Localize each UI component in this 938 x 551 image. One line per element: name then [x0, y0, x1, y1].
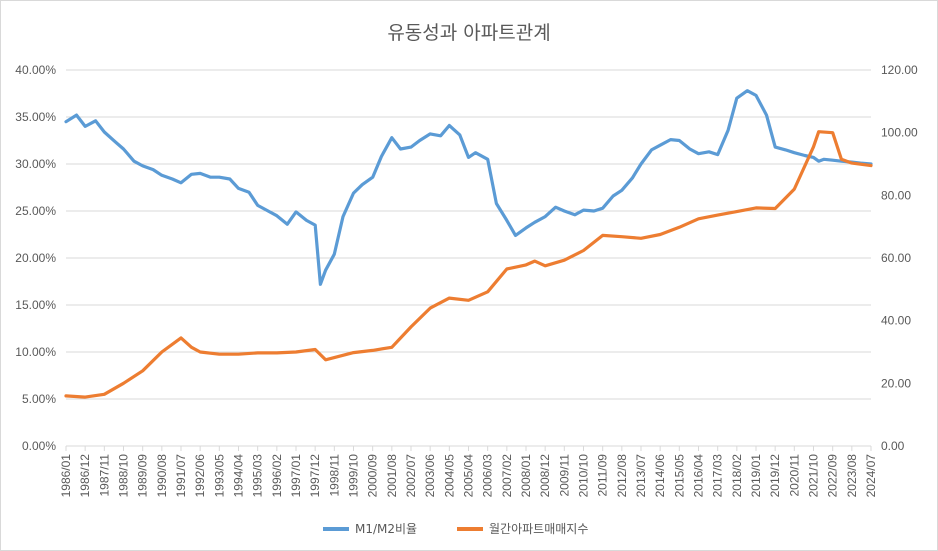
x-tick-label: 1999/10 [347, 454, 361, 498]
y-right-tick-label: 40.00 [881, 314, 911, 328]
legend-label-m1m2: M1/M2비율 [355, 522, 418, 536]
x-tick-label: 2007/02 [500, 454, 514, 498]
x-tick-label: 1986/01 [59, 454, 73, 498]
x-tick-label: 2015/05 [672, 454, 686, 498]
legend-item-m1m2: M1/M2비율 [323, 520, 417, 537]
y-left-tick-label: 20.00% [15, 251, 56, 265]
x-tick-label: 1986/12 [78, 454, 92, 498]
y-right-tick-label: 60.00 [881, 251, 911, 265]
x-tick-label: 2013/07 [634, 454, 648, 498]
x-tick-label: 1998/11 [327, 454, 341, 497]
y-left-tick-label: 30.00% [15, 157, 56, 171]
x-tick-label: 2000/09 [366, 454, 380, 498]
x-tick-label: 2004/05 [442, 454, 456, 498]
x-tick-label: 1997/12 [308, 454, 322, 498]
y-right-tick-label: 20.00 [881, 376, 911, 390]
legend-label-apt: 월간아파트매매지수 [489, 522, 589, 536]
x-tick-label: 2016/04 [692, 454, 706, 498]
y-left-tick-label: 5.00% [22, 392, 56, 406]
y-left-tick-label: 15.00% [15, 298, 56, 312]
x-tick-label: 2019/01 [749, 454, 763, 498]
y-left-tick-label: 10.00% [15, 345, 56, 359]
x-tick-label: 2017/03 [711, 454, 725, 498]
x-tick-label: 2014/06 [653, 454, 667, 498]
x-tick-label: 1992/06 [193, 454, 207, 498]
x-tick-label: 2002/07 [404, 454, 418, 498]
y-right-tick-label: 80.00 [881, 188, 911, 202]
x-tick-label: 1995/03 [251, 454, 265, 498]
x-tick-label: 1991/07 [174, 454, 188, 498]
x-tick-label: 2006/03 [481, 454, 495, 498]
x-tick-label: 2011/09 [596, 454, 610, 497]
x-tick-label: 2001/08 [385, 454, 399, 498]
x-tick-label: 1989/09 [136, 454, 150, 498]
y-left-tick-label: 25.00% [15, 204, 56, 218]
y-right-tick-label: 100.00 [881, 126, 918, 140]
x-tick-label: 2008/12 [538, 454, 552, 498]
x-tick-label: 1996/02 [270, 454, 284, 498]
x-tick-label: 2018/02 [730, 454, 744, 498]
x-tick-label: 2005/04 [462, 454, 476, 498]
x-tick-label: 2023/08 [845, 454, 859, 498]
y-left-tick-label: 35.00% [15, 110, 56, 124]
x-tick-label: 2024/07 [864, 454, 878, 498]
legend-swatch-apt [457, 526, 483, 531]
x-tick-label: 1990/08 [155, 454, 169, 498]
x-tick-label: 1997/01 [289, 454, 303, 498]
y-left-tick-label: 0.00% [22, 439, 56, 453]
series-line-apt [64, 130, 873, 399]
x-tick-label: 2012/08 [615, 454, 629, 498]
x-tick-label: 2010/10 [577, 454, 591, 498]
x-tick-label: 1994/04 [232, 454, 246, 498]
x-tick-label: 2019/12 [768, 454, 782, 498]
y-right-tick-label: 120.00 [881, 63, 918, 77]
x-tick-label: 2021/10 [807, 454, 821, 498]
x-tick-label: 1987/11 [97, 454, 111, 497]
series-line-m1m2 [64, 89, 873, 286]
legend-swatch-m1m2 [323, 526, 349, 531]
y-right-tick-label: 0.00 [881, 439, 905, 453]
x-tick-label: 2003/06 [423, 454, 437, 498]
legend-item-apt: 월간아파트매매지수 [457, 520, 588, 537]
x-tick-label: 2022/09 [826, 454, 840, 498]
x-tick-label: 2020/11 [787, 454, 801, 497]
y-left-tick-label: 40.00% [15, 63, 56, 77]
x-tick-label: 1993/05 [212, 454, 226, 498]
chart-title: 유동성과 아파트관계 [387, 22, 551, 44]
x-tick-label: 2008/01 [519, 454, 533, 498]
x-tick-label: 2009/11 [557, 454, 571, 497]
x-tick-label: 1988/10 [117, 454, 131, 498]
